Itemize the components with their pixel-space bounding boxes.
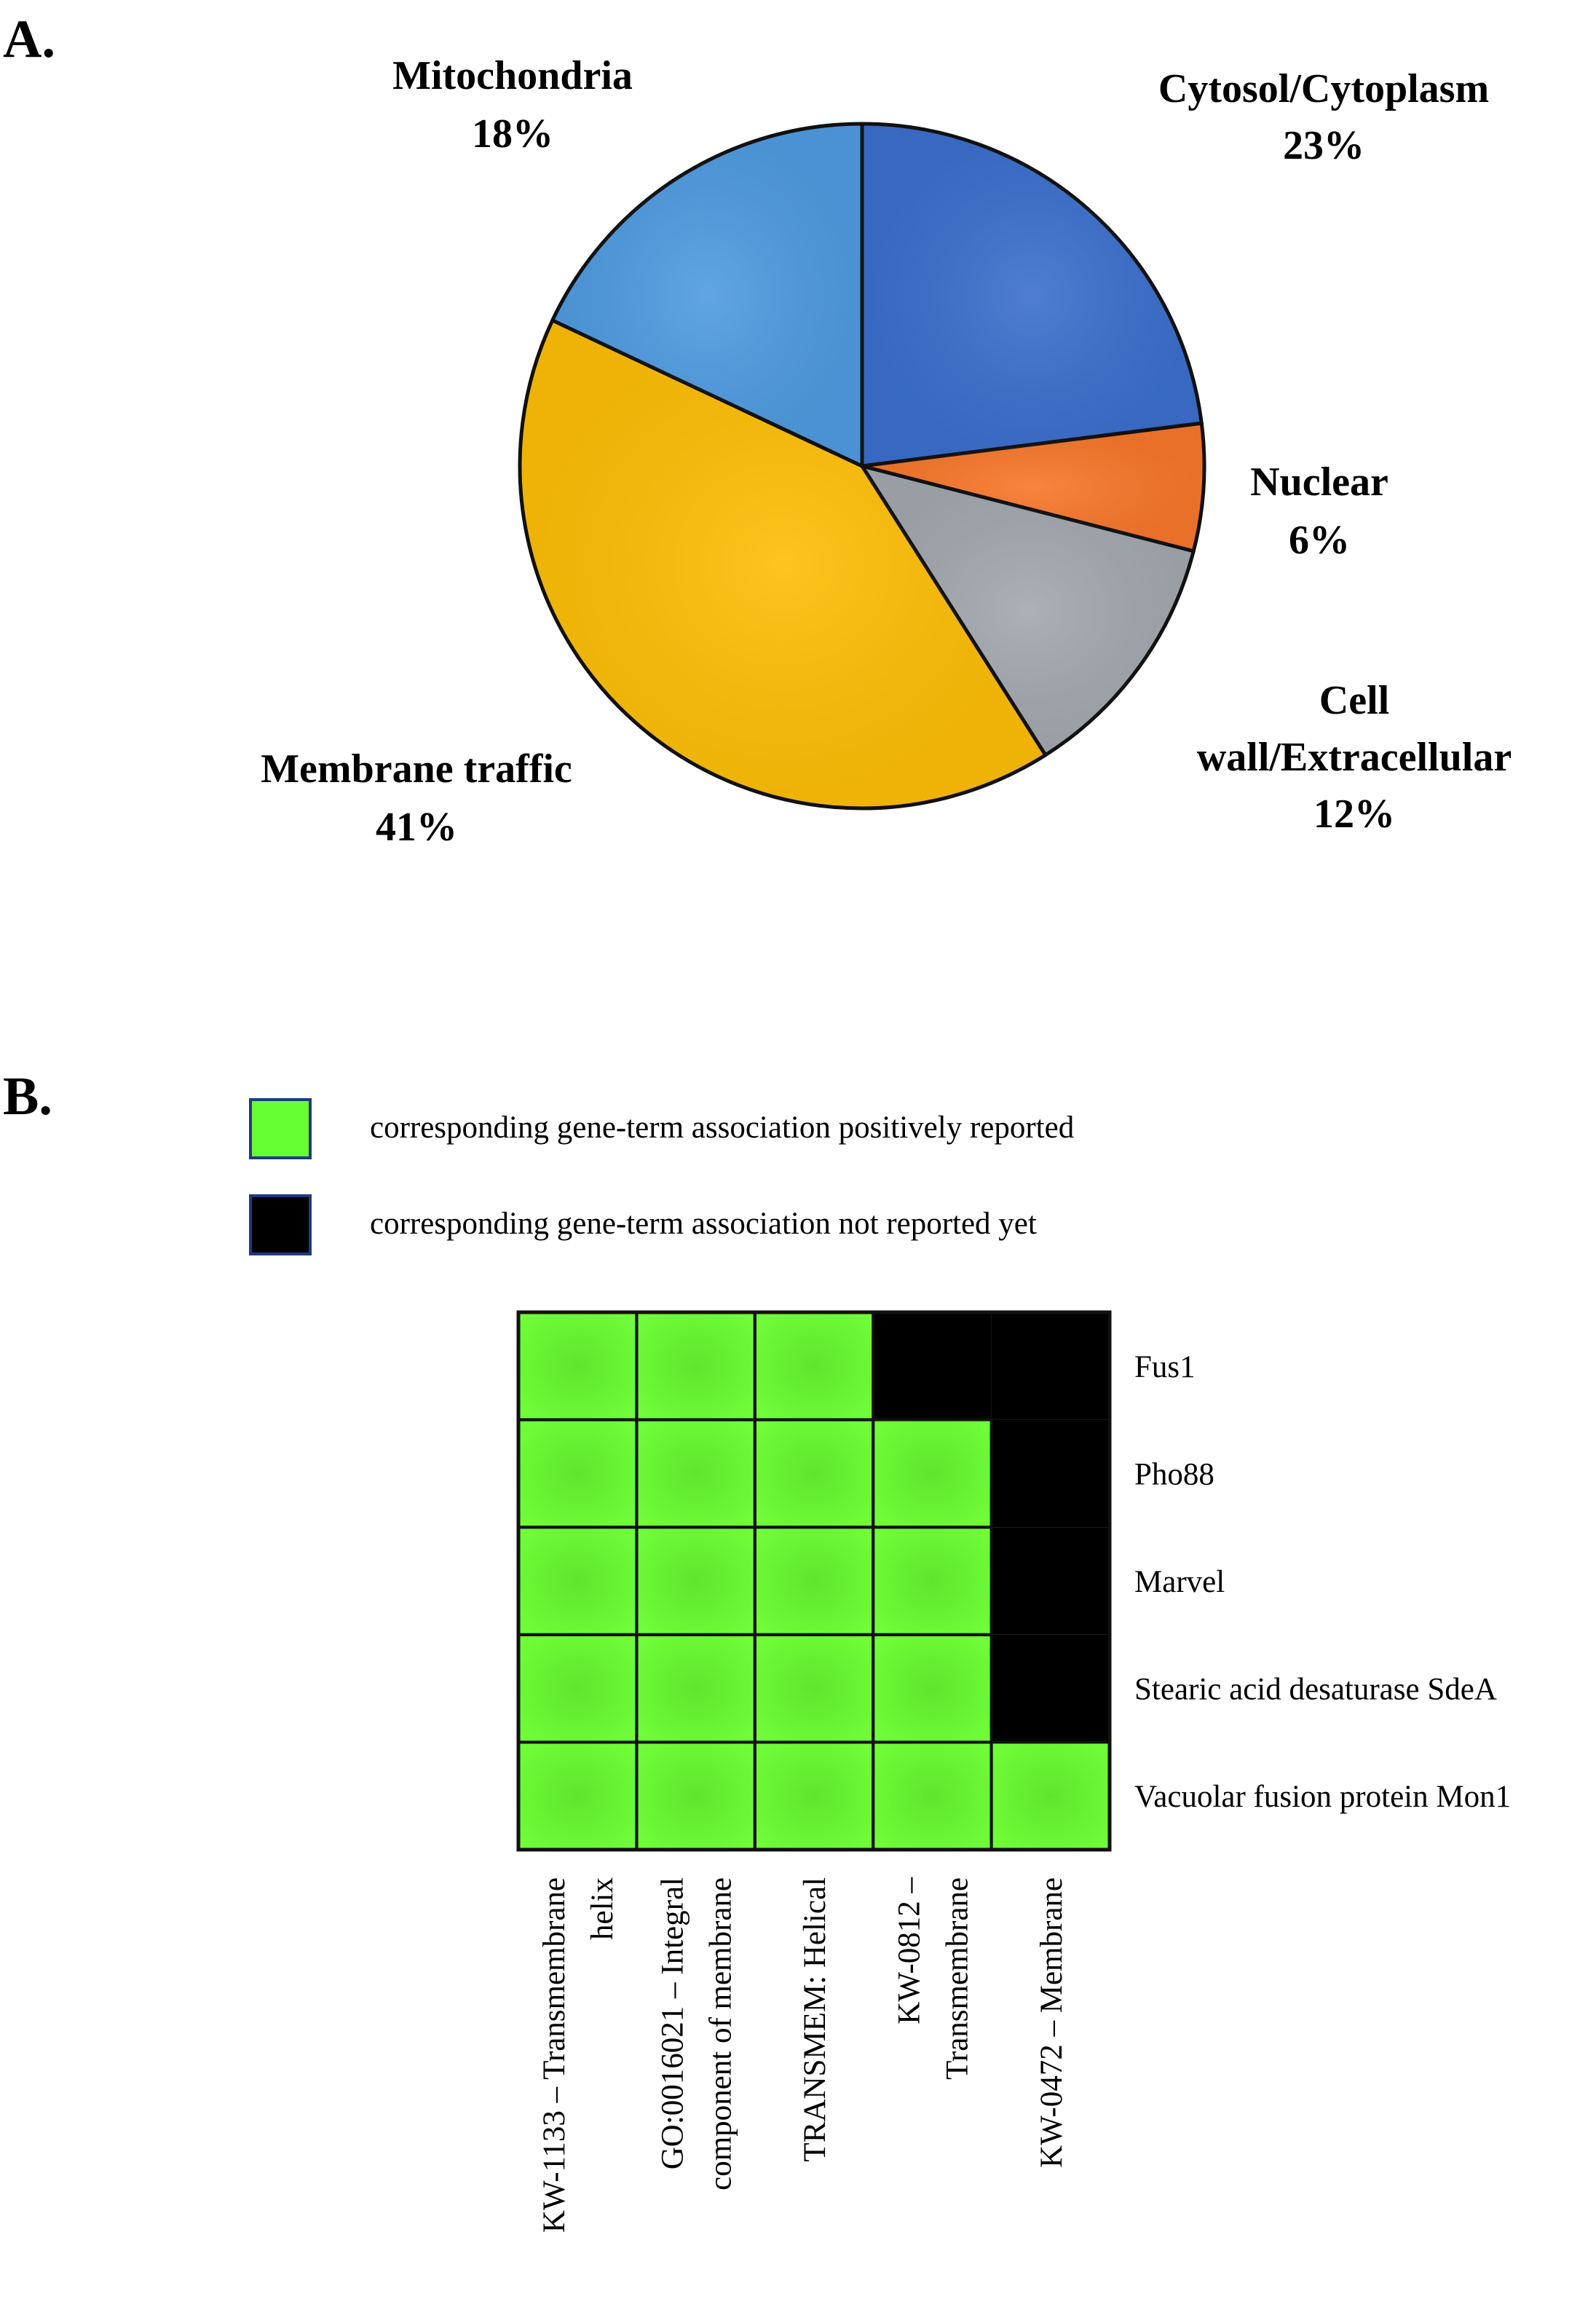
heatmap-cell-r0-c3	[873, 1312, 992, 1420]
row-label-vacuolar-fusion-protein-mon1: Vacuolar fusion protein Mon1	[1134, 1780, 1511, 1814]
column-label-kw-1133-transmembrane-helix: KW-1133 – Transmembrane helix	[537, 1877, 620, 2233]
panel-b-letter: B.	[3, 1067, 52, 1127]
heatmap-cell-r4-c4	[991, 1742, 1110, 1850]
column-label-transmem-helical: TRANSMEM: Helical	[798, 1877, 832, 2162]
heatmap-cell-r2-c0	[518, 1527, 637, 1635]
heatmap-cell-r4-c3	[873, 1742, 992, 1850]
pie-label-line: 18%	[472, 111, 553, 157]
heatmap-cell-r3-c4	[991, 1634, 1110, 1743]
heatmap-cell-r1-c1	[636, 1419, 755, 1528]
heatmap-cell-r3-c2	[754, 1634, 874, 1743]
heatmap-cell-r0-c2	[754, 1312, 874, 1420]
heatmap	[516, 1310, 1112, 1852]
pie-label-membrane-traffic: Membrane traffic 41%	[261, 746, 572, 850]
row-label-pho88: Pho88	[1134, 1457, 1214, 1491]
column-label-line: KW-0472 – Membrane	[1035, 1877, 1069, 2168]
pie-label-line: Membrane traffic	[261, 746, 572, 792]
pie-label-cytosol-cytoplasm: Cytosol/Cytoplasm 23%	[1158, 66, 1489, 168]
column-label-line: GO:0016021 – Integral	[656, 1877, 690, 2169]
pie-label-cell-wall-extracellular: Cell wall/Extracellular 12%	[1197, 678, 1512, 837]
pie-slice-shade-membrane-traffic	[519, 320, 1046, 808]
column-label-line: component of membrane	[704, 1877, 738, 2190]
heatmap-cell-r3-c1	[636, 1634, 755, 1743]
pie-label-line: Nuclear	[1250, 460, 1388, 505]
pie-slice-shade-cell-wall-extracellular	[862, 466, 1194, 755]
pie-label-line: 12%	[1313, 792, 1395, 837]
pie-label-line: 6%	[1289, 518, 1350, 563]
pie-label-mitochondria: Mitochondria 18%	[392, 53, 633, 157]
heatmap-cell-r0-c4	[991, 1312, 1110, 1420]
pie-label-line: 23%	[1283, 123, 1364, 168]
pie-labels: Cytosol/Cytoplasm 23% Nuclear 6% Cell wall/Ex…	[261, 53, 1512, 850]
pie-label-line: wall/Extracellular	[1197, 735, 1512, 780]
pie-slice-shade-cytosol-cytoplasm	[862, 124, 1202, 466]
column-label-line: KW-1133 – Transmembrane	[537, 1877, 572, 2233]
column-label-go-0016021-integral-component-of-membrane: GO:0016021 – Integral component of membra…	[656, 1877, 738, 2190]
heatmap-cell-r0-c0	[518, 1312, 637, 1420]
heatmap-cell-r1-c3	[873, 1419, 992, 1528]
pie-chart	[518, 122, 1206, 811]
column-label-line: KW-0812 –	[892, 1877, 926, 2024]
heatmap-cell-r4-c0	[518, 1742, 637, 1850]
pie-slice-shade-mitochondria	[552, 123, 862, 466]
legend-text-positive: corresponding gene-term association posi…	[370, 1111, 1074, 1145]
heatmap-cell-r1-c2	[754, 1419, 874, 1528]
pie-label-nuclear: Nuclear 6%	[1250, 460, 1388, 563]
row-label-stearic-acid-desaturase-sdea: Stearic acid desaturase SdeA	[1134, 1673, 1497, 1707]
column-label-line: TRANSMEM: Helical	[798, 1877, 832, 2162]
pie-label-line: Mitochondria	[392, 53, 633, 98]
heatmap-cell-r2-c2	[754, 1527, 874, 1635]
heatmap-cell-r3-c0	[518, 1634, 637, 1743]
heatmap-cell-r2-c4	[991, 1527, 1110, 1635]
heatmap-cell-r1-c0	[518, 1419, 637, 1528]
column-label-kw-0812-transmembrane: KW-0812 – Transmembrane	[892, 1877, 974, 2080]
row-label-marvel: Marvel	[1134, 1565, 1225, 1599]
pie-slice-shade-nuclear	[862, 423, 1204, 551]
heatmap-column-labels: KW-1133 – Transmembrane helix GO:0016021 –…	[537, 1877, 1069, 2233]
heatmap-cell-r2-c1	[636, 1527, 755, 1635]
heatmap-cell-r0-c1	[636, 1312, 755, 1420]
legend-swatch-negative	[249, 1194, 312, 1255]
heatmap-row-labels: Fus1 Pho88 Marvel Stearic acid desaturase S…	[1134, 1350, 1511, 1814]
heatmap-cell-r4-c1	[636, 1742, 755, 1850]
pie-label-line: Cytosol/Cytoplasm	[1158, 66, 1489, 111]
heatmap-legend: corresponding gene-term association posi…	[249, 1098, 1074, 1255]
column-label-line: Transmembrane	[940, 1877, 974, 2080]
pie-label-line: 41%	[376, 805, 457, 850]
heatmap-cell-r1-c4	[991, 1419, 1110, 1528]
legend-swatch-positive	[249, 1098, 312, 1159]
row-label-fus1: Fus1	[1134, 1350, 1196, 1384]
column-label-kw-0472-membrane: KW-0472 – Membrane	[1035, 1877, 1069, 2168]
heatmap-cell-r4-c2	[754, 1742, 874, 1850]
legend-text-negative: corresponding gene-term association not …	[370, 1207, 1037, 1241]
heatmap-frame	[516, 1310, 1112, 1852]
panel-a-letter: A.	[3, 9, 55, 69]
pie-label-line: Cell	[1319, 678, 1389, 723]
heatmap-cell-r3-c3	[873, 1634, 992, 1743]
column-label-line: helix	[585, 1877, 620, 1940]
heatmap-cell-r2-c3	[873, 1527, 992, 1635]
